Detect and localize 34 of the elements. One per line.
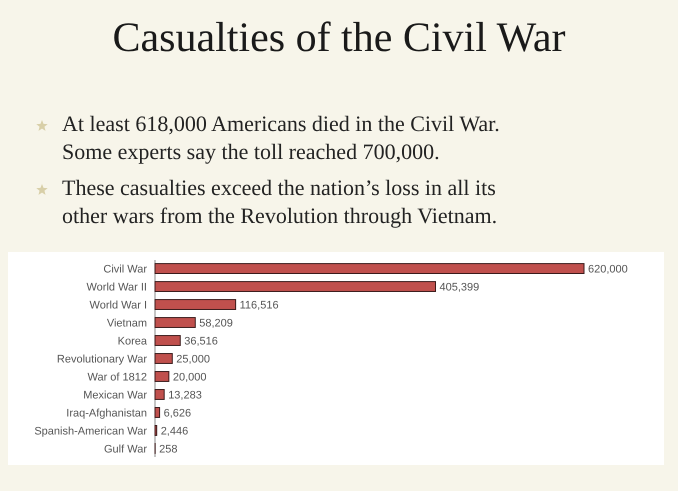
y-tick-label: Revolutionary War [56,353,148,366]
bar [154,299,236,310]
bar [154,281,436,292]
y-tick-label: Mexican War [83,389,148,402]
y-tick-label: World War II [86,281,147,294]
data-label: 25,000 [176,353,210,366]
y-tick-label: Vietnam [106,317,147,330]
data-label: 6,626 [164,407,192,420]
data-label: 20,000 [172,371,206,384]
y-tick-label: War of 1812 [87,371,147,384]
y-tick-label: World War I [90,299,147,312]
text: These casualties exceed the nation’s loss in all its other wars from the Revolution through Vietnam. [62,174,498,230]
bar [154,389,165,400]
data-label: 2,446 [160,425,188,438]
y-tick-label: Iraq-Afghanistan [66,407,147,420]
y-tick-label: Spanish-American War [34,425,148,438]
data-label: 13,283 [168,389,202,402]
data-label: 36,516 [184,335,218,348]
text: At least 618,000 Americans died in the Civil War. Some experts say the toll reached 700,000. [62,110,501,166]
chart-title: Casualties of the Civil War [111,14,567,62]
data-label: 116,516 [240,299,279,312]
data-label: 58,209 [199,317,233,330]
bar [154,353,173,364]
y-tick-label: Gulf War [104,443,148,456]
data-label: 258 [159,443,178,456]
data-label: 620,000 [588,263,628,276]
bar [154,335,181,346]
y-tick-label: Civil War [103,263,148,276]
y-tick-label: Korea [118,335,148,348]
bar [154,263,584,274]
bar [154,407,160,418]
bar [154,371,170,382]
data-label: 405,399 [440,281,480,294]
bar [154,317,196,328]
